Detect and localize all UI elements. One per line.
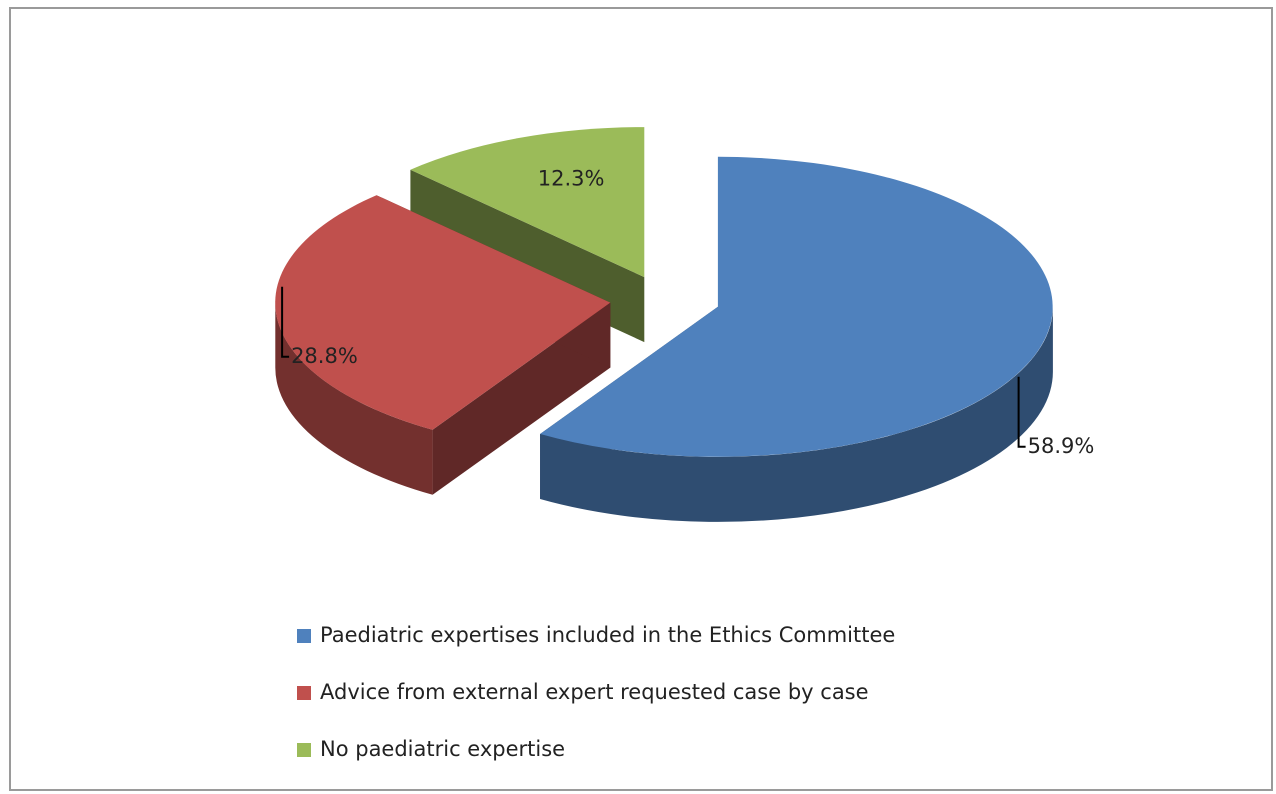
- pie-slice: [540, 156, 1053, 457]
- legend-swatch: [297, 686, 311, 700]
- data-label: 12.3%: [538, 167, 605, 191]
- slice-wall: [540, 306, 1053, 522]
- data-label: 28.8%: [291, 344, 358, 368]
- data-label: 58.9%: [1028, 434, 1095, 458]
- leader-line: [281, 286, 290, 358]
- pie-slice: [275, 195, 611, 430]
- legend-swatch: [297, 629, 311, 643]
- slice-group: [540, 156, 1053, 522]
- slice-side: [432, 302, 611, 495]
- leader-line: [1017, 376, 1026, 448]
- legend-label: No paediatric expertise: [320, 737, 565, 761]
- slice-group: [275, 195, 611, 495]
- legend-label: Paediatric expertises included in the Et…: [320, 623, 895, 647]
- slice-wall: [275, 302, 433, 495]
- legend-swatch: [297, 743, 311, 757]
- legend-label: Advice from external expert requested ca…: [320, 680, 869, 704]
- pie-slice: [410, 127, 645, 278]
